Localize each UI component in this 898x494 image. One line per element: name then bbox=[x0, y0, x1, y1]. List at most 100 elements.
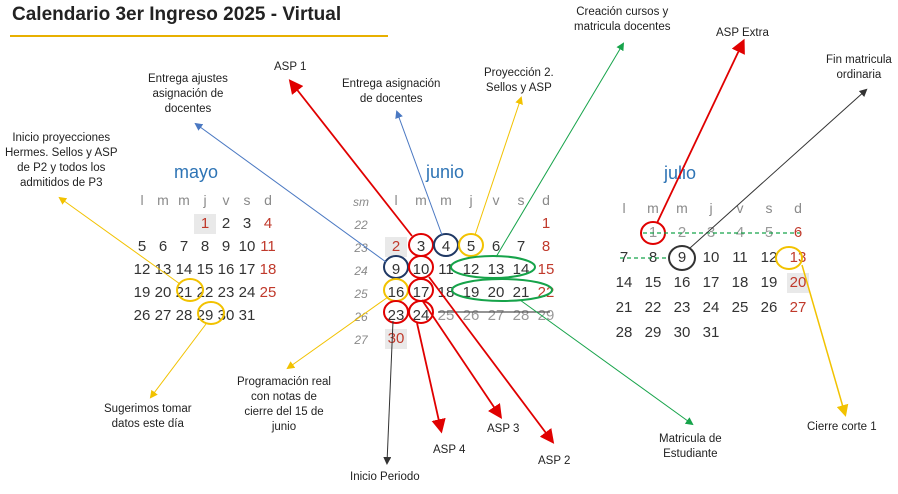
day-mayo-14: 14 bbox=[175, 261, 193, 278]
note-line: asignación de bbox=[152, 88, 224, 100]
month-title-mayo: mayo bbox=[174, 162, 219, 182]
weekday-header: j bbox=[709, 200, 713, 216]
day-mayo-3: 3 bbox=[242, 215, 252, 232]
day-julio-26: 26 bbox=[760, 299, 778, 316]
day-julio-11: 11 bbox=[732, 249, 748, 266]
week-number: 22 bbox=[354, 218, 368, 232]
day-mayo-2: 2 bbox=[221, 215, 231, 232]
note-line: ordinaria bbox=[836, 69, 882, 81]
day-julio-28: 28 bbox=[615, 324, 633, 341]
weekday-header: v bbox=[736, 200, 744, 216]
day-mayo-20: 20 bbox=[154, 284, 172, 301]
arrow-asp-extra bbox=[656, 38, 745, 224]
day-mayo-9: 9 bbox=[221, 238, 231, 255]
week-number: 27 bbox=[354, 333, 368, 347]
note-line: Matricula de bbox=[659, 433, 722, 445]
day-junio-5: 5 bbox=[466, 238, 476, 255]
note-inicio-proyecciones: Inicio proyecciones Hermes. Sellos y ASP d… bbox=[5, 131, 117, 191]
note-proyeccion2: Proyección 2. Sellos y ASP bbox=[484, 66, 554, 96]
note-line: Sugerimos tomar bbox=[104, 403, 192, 415]
day-junio-27: 27 bbox=[487, 307, 505, 324]
note-cierre-corte: Cierre corte 1 bbox=[807, 420, 877, 435]
day-julio-15: 15 bbox=[644, 274, 662, 291]
arrow-proyeccion2 bbox=[474, 96, 523, 236]
note-line: ASP 2 bbox=[538, 455, 571, 467]
day-mayo-17: 17 bbox=[238, 261, 256, 278]
weekday-header: d bbox=[794, 200, 802, 216]
day-mayo-7: 7 bbox=[179, 238, 189, 255]
day-junio-29: 29 bbox=[537, 307, 555, 324]
arrow-inicio-proyecciones bbox=[58, 196, 181, 285]
day-mayo-13: 13 bbox=[154, 261, 172, 278]
note-line: cierre del 15 de bbox=[244, 406, 324, 418]
circle-jun-23 bbox=[383, 300, 409, 324]
arrow-creacion-cursos bbox=[495, 42, 625, 258]
note-line: ASP 1 bbox=[274, 61, 307, 73]
day-mayo-23: 23 bbox=[217, 284, 235, 301]
arrow-programacion-real bbox=[286, 296, 389, 370]
circle-jun-3 bbox=[408, 233, 434, 257]
day-mayo-15: 15 bbox=[196, 261, 214, 278]
week-number: 24 bbox=[354, 264, 368, 278]
day-junio-26: 26 bbox=[462, 307, 480, 324]
note-line: de docentes bbox=[359, 93, 423, 105]
arrow-entrega-ajustes bbox=[194, 122, 387, 263]
circle-jun-24 bbox=[408, 300, 434, 324]
day-junio-25: 25 bbox=[437, 307, 455, 324]
day-junio-19: 19 bbox=[462, 284, 480, 301]
note-line: junio bbox=[271, 421, 297, 433]
day-julio-24: 24 bbox=[702, 299, 720, 316]
day-julio-31: 31 bbox=[702, 324, 720, 341]
oval-jun-12-14 bbox=[450, 255, 536, 279]
day-mayo-31: 31 bbox=[238, 307, 256, 324]
note-asp1: ASP 1 bbox=[274, 60, 306, 75]
circle-jun-17 bbox=[408, 278, 434, 302]
note-fin-matricula: Fin matricula ordinaria bbox=[826, 53, 892, 83]
note-line: Cierre corte 1 bbox=[807, 421, 877, 433]
day-julio-17: 17 bbox=[702, 274, 720, 291]
day-julio-27: 27 bbox=[789, 299, 807, 316]
arrow-sugerimos bbox=[149, 323, 207, 399]
arrow-fin-matricula bbox=[689, 88, 868, 249]
day-julio-25: 25 bbox=[731, 299, 749, 316]
day-junio-8: 8 bbox=[541, 238, 551, 255]
day-julio-22: 22 bbox=[644, 299, 662, 316]
day-mayo-1: 1 bbox=[194, 214, 216, 234]
note-creacion-cursos: Creación cursos y matricula docentes bbox=[574, 5, 671, 35]
day-julio-16: 16 bbox=[673, 274, 691, 291]
weekday-header: v bbox=[222, 192, 230, 208]
note-line: ASP 4 bbox=[433, 444, 466, 456]
day-mayo-26: 26 bbox=[133, 307, 151, 324]
note-line: ASP Extra bbox=[716, 27, 769, 39]
day-mayo-27: 27 bbox=[154, 307, 172, 324]
day-junio-4: 4 bbox=[441, 238, 451, 255]
day-mayo-25: 25 bbox=[259, 284, 277, 301]
arrow-cierre-corte bbox=[801, 264, 849, 417]
day-mayo-16: 16 bbox=[217, 261, 235, 278]
weekday-header: m bbox=[440, 192, 452, 208]
day-junio-7: 7 bbox=[516, 238, 526, 255]
arrow-matricula-estudiante bbox=[519, 299, 694, 426]
week-number: 23 bbox=[354, 241, 368, 255]
day-julio-21: 21 bbox=[615, 299, 633, 316]
circle-jun-9 bbox=[383, 255, 409, 279]
day-mayo-4: 4 bbox=[263, 215, 273, 232]
note-line: Estudiante bbox=[663, 448, 718, 460]
weekday-header: s bbox=[243, 192, 251, 208]
day-junio-11: 11 bbox=[438, 261, 454, 278]
weekday-header: l bbox=[140, 192, 144, 208]
circle-jul-13 bbox=[775, 246, 803, 270]
day-junio-28: 28 bbox=[512, 307, 530, 324]
day-julio-14: 14 bbox=[615, 274, 633, 291]
weekday-header: m bbox=[178, 192, 190, 208]
day-mayo-24: 24 bbox=[238, 284, 256, 301]
circle-jun-4 bbox=[433, 233, 459, 257]
weekday-header: l bbox=[394, 192, 398, 208]
day-junio-17: 17 bbox=[412, 284, 430, 301]
day-julio-3: 3 bbox=[706, 224, 716, 241]
note-line: Sellos y ASP bbox=[485, 82, 552, 94]
note-line: Inicio proyecciones bbox=[12, 132, 111, 144]
day-julio-9: 9 bbox=[677, 249, 687, 266]
day-mayo-12: 12 bbox=[133, 261, 151, 278]
note-line: Proyección 2. bbox=[484, 67, 554, 79]
